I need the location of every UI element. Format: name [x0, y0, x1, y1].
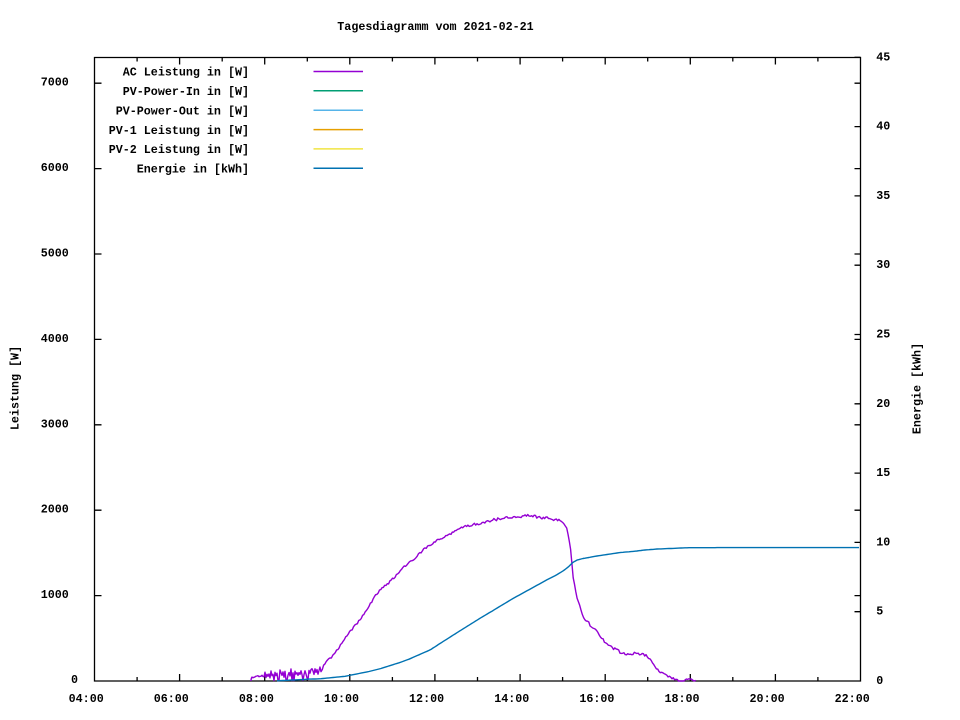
- svg-text:12:00: 12:00: [409, 692, 444, 706]
- svg-text:20:00: 20:00: [750, 692, 785, 706]
- svg-text:0: 0: [71, 673, 78, 687]
- svg-text:40: 40: [876, 120, 890, 134]
- svg-text:10: 10: [876, 535, 890, 549]
- svg-text:5000: 5000: [41, 247, 69, 261]
- svg-text:08:00: 08:00: [239, 692, 274, 706]
- svg-text:Leistung [W]: Leistung [W]: [9, 346, 23, 430]
- svg-text:25: 25: [876, 328, 890, 342]
- svg-text:22:00: 22:00: [835, 692, 870, 706]
- svg-text:Tagesdiagramm vom 2021-02-21: Tagesdiagramm vom 2021-02-21: [337, 20, 533, 34]
- svg-text:PV-Power-In in [W]: PV-Power-In in [W]: [123, 85, 249, 99]
- svg-text:PV-2 Leistung in [W]: PV-2 Leistung in [W]: [109, 143, 249, 157]
- svg-text:0: 0: [876, 674, 883, 688]
- svg-text:15: 15: [876, 466, 890, 480]
- svg-text:7000: 7000: [41, 76, 69, 90]
- svg-text:20: 20: [876, 397, 890, 411]
- svg-text:45: 45: [876, 50, 890, 64]
- svg-text:AC Leistung in [W]: AC Leistung in [W]: [123, 66, 249, 80]
- svg-text:30: 30: [876, 258, 890, 272]
- svg-text:04:00: 04:00: [69, 692, 104, 706]
- svg-text:Energie in [kWh]: Energie in [kWh]: [137, 162, 249, 176]
- svg-text:18:00: 18:00: [664, 692, 699, 706]
- svg-text:35: 35: [876, 189, 890, 203]
- svg-text:1000: 1000: [41, 588, 69, 602]
- svg-text:2000: 2000: [41, 503, 69, 517]
- svg-text:3000: 3000: [41, 417, 69, 431]
- svg-text:PV-1 Leistung in [W]: PV-1 Leistung in [W]: [109, 124, 249, 138]
- svg-text:16:00: 16:00: [579, 692, 614, 706]
- svg-text:Energie [kWh]: Energie [kWh]: [911, 343, 925, 434]
- svg-text:06:00: 06:00: [154, 692, 189, 706]
- svg-text:5: 5: [876, 605, 883, 619]
- svg-text:4000: 4000: [41, 332, 69, 346]
- svg-text:14:00: 14:00: [494, 692, 529, 706]
- svg-text:10:00: 10:00: [324, 692, 359, 706]
- svg-text:PV-Power-Out in [W]: PV-Power-Out in [W]: [116, 104, 249, 118]
- svg-text:6000: 6000: [41, 161, 69, 175]
